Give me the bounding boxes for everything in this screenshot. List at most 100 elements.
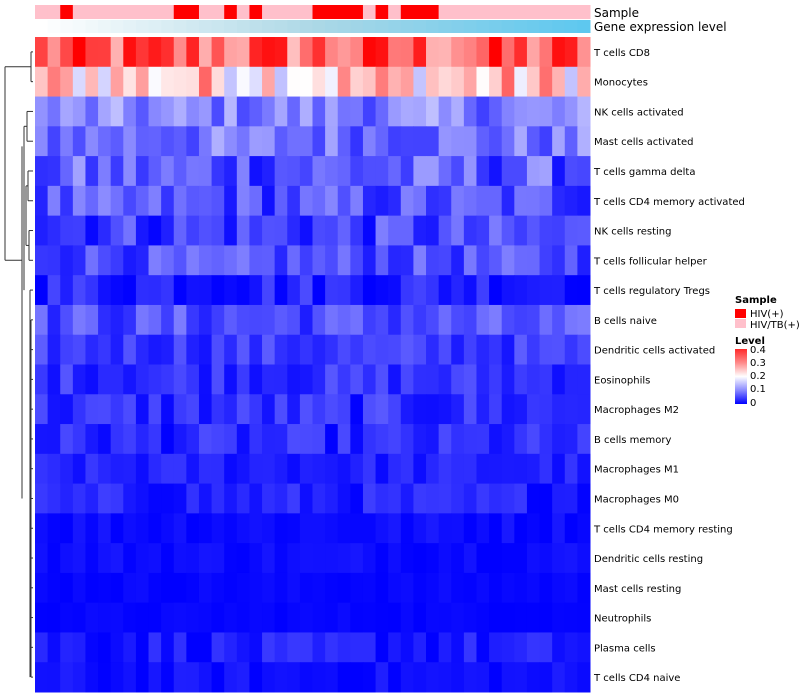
heatmap-cell	[514, 572, 528, 604]
heatmap-cell	[198, 424, 213, 455]
heatmap-cell	[211, 453, 225, 485]
heatmap-cell	[539, 156, 553, 187]
legend-level-title: Level	[735, 336, 765, 347]
heatmap-cell	[350, 156, 364, 187]
heatmap-cell	[312, 215, 326, 246]
heatmap-cell	[413, 156, 427, 187]
heatmap-cell	[287, 96, 301, 127]
heatmap-cell	[350, 37, 364, 68]
heatmap-cell	[186, 513, 200, 544]
gene-expression-annotation-cell	[514, 20, 528, 33]
heatmap-cell	[110, 513, 124, 544]
heatmap-cell	[186, 453, 200, 485]
heatmap-cell	[60, 245, 74, 276]
heatmap-cell	[362, 572, 377, 604]
heatmap-cell	[539, 66, 553, 98]
heatmap-cell	[47, 185, 61, 217]
heatmap-cell	[526, 126, 541, 157]
heatmap-cell	[476, 304, 490, 336]
heatmap-cell	[463, 602, 477, 633]
heatmap-cell	[388, 215, 402, 246]
heatmap-cell	[60, 185, 74, 217]
heatmap-cell	[577, 632, 591, 663]
heatmap-cell	[72, 453, 86, 485]
heatmap-cell	[426, 275, 440, 306]
heatmap-cell	[262, 513, 276, 544]
heatmap-cell	[35, 126, 49, 157]
sample-annotation-cell	[388, 5, 402, 19]
heatmap-cell	[350, 66, 364, 98]
heatmap-cell	[388, 662, 402, 693]
heatmap-cell	[173, 394, 187, 425]
heatmap-cell	[501, 424, 515, 455]
heatmap-cell	[287, 334, 301, 365]
heatmap-cell	[47, 632, 61, 663]
heatmap-cell	[375, 632, 389, 663]
heatmap-cell	[564, 37, 578, 68]
heatmap-cell	[426, 66, 440, 98]
gene-expression-annotation-cell	[72, 20, 86, 33]
heatmap-cell	[35, 513, 49, 544]
heatmap-cell	[451, 364, 465, 395]
heatmap-cell	[186, 483, 200, 514]
heatmap-cell	[463, 632, 477, 663]
heatmap-cell	[337, 394, 351, 425]
heatmap-cell	[60, 543, 74, 574]
heatmap-cell	[211, 364, 225, 395]
gene-expression-annotation-cell	[173, 20, 187, 33]
legend-level-gradient	[735, 349, 747, 404]
heatmap-cell	[262, 543, 276, 574]
heatmap-cell	[501, 572, 515, 604]
heatmap-cell	[148, 37, 162, 68]
heatmap-cell	[539, 424, 553, 455]
heatmap-cell	[375, 424, 389, 455]
heatmap-cell	[98, 364, 112, 395]
heatmap-cell	[388, 334, 402, 365]
gene-expression-annotation-cell	[337, 20, 351, 33]
heatmap-cell	[577, 364, 591, 395]
heatmap-cell	[98, 513, 112, 544]
heatmap-cell	[501, 662, 515, 693]
heatmap-cell	[526, 185, 541, 217]
sample-annotation-cell	[249, 5, 263, 19]
heatmap-cell	[224, 572, 238, 604]
heatmap-cell	[514, 632, 528, 663]
heatmap-cell	[299, 662, 313, 693]
heatmap-cell	[463, 424, 477, 455]
gene-expression-annotation-cell	[312, 20, 326, 33]
heatmap-cell	[451, 513, 465, 544]
heatmap-cell	[312, 394, 326, 425]
heatmap-cell	[249, 66, 263, 98]
gene-expression-annotation-cell	[110, 20, 124, 33]
heatmap-cell	[110, 662, 124, 693]
heatmap-cell	[413, 632, 427, 663]
heatmap-cell	[375, 304, 389, 336]
heatmap-cell	[287, 215, 301, 246]
heatmap-cell	[148, 572, 162, 604]
heatmap-cell	[350, 543, 364, 574]
gene-expression-annotation-cell	[426, 20, 440, 33]
heatmap-cell	[47, 513, 61, 544]
heatmap-cell	[325, 424, 339, 455]
heatmap-cell	[198, 96, 213, 127]
heatmap-cell	[438, 513, 452, 544]
heatmap-cell	[236, 304, 250, 336]
heatmap-cell	[552, 304, 566, 336]
row-label: Macrophages M1	[594, 465, 679, 476]
heatmap-cell	[299, 304, 313, 336]
heatmap-cell	[350, 513, 364, 544]
heatmap-cell	[148, 215, 162, 246]
heatmap-cell	[98, 37, 112, 68]
heatmap-cell	[85, 572, 99, 604]
heatmap-cell	[564, 602, 578, 633]
legend-level-tick: 0.4	[750, 345, 766, 356]
heatmap-cell	[135, 156, 150, 187]
heatmap-cell	[526, 66, 541, 98]
heatmap-cell	[362, 126, 377, 157]
heatmap-cell	[299, 185, 313, 217]
heatmap-cell	[577, 453, 591, 485]
gene-expression-annotation-cell	[161, 20, 175, 33]
heatmap-cell	[438, 245, 452, 276]
heatmap-cell	[135, 304, 150, 336]
heatmap-cell	[514, 245, 528, 276]
